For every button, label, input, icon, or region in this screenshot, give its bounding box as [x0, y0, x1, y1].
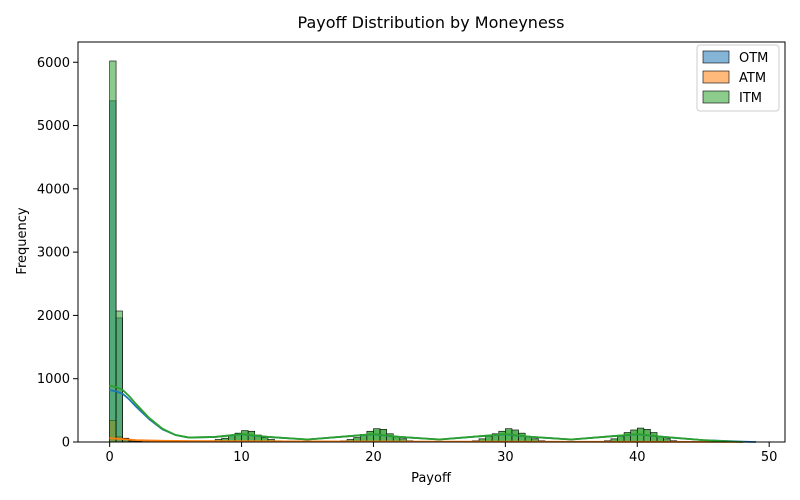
- cluster-bar-0-5: [241, 430, 249, 443]
- x-tick-label-0: 0: [106, 450, 114, 465]
- legend-swatch-itm: [702, 90, 730, 104]
- x-tick-label-30: 30: [497, 450, 514, 465]
- y-tick-label-5000: 5000: [37, 119, 70, 134]
- y-tick-label-2000: 2000: [37, 309, 70, 324]
- cluster-bar-0-40: [650, 432, 658, 443]
- legend-swatch-atm: [702, 70, 730, 84]
- legend-label-itm: ITM: [739, 91, 762, 106]
- y-tick-label-6000: 6000: [37, 56, 70, 71]
- bar-itm-0: [109, 60, 117, 443]
- y-tick-label-3000: 3000: [37, 246, 70, 261]
- bar-itm-1: [115, 310, 123, 443]
- cluster-bar-0-26: [498, 430, 506, 443]
- cluster-bar-0-37: [630, 429, 638, 443]
- legend: OTM ATM ITM: [696, 44, 780, 112]
- x-tick-label-40: 40: [629, 450, 646, 465]
- plot-area: 0 10 20 30 40 50 0 1000 2000 3000 4000 5000 6000: [37, 41, 786, 465]
- y-tick-label-4000: 4000: [37, 182, 70, 197]
- cluster-bar-0-29: [518, 432, 526, 443]
- cluster-bar-0-15: [366, 430, 374, 443]
- plot-frame: [77, 41, 786, 443]
- kde-line-otm: [109, 389, 757, 443]
- x-tick-label-50: 50: [761, 450, 778, 465]
- y-tick-label-1000: 1000: [37, 372, 70, 387]
- legend-label-atm: ATM: [739, 71, 766, 86]
- y-axis-title: Frequency: [15, 207, 30, 274]
- x-axis-title: Payoff: [411, 471, 452, 486]
- kde-line-itm: [109, 384, 743, 443]
- chart-title: Payoff Distribution by Moneyness: [298, 13, 565, 32]
- x-tick-label-20: 20: [365, 450, 382, 465]
- x-tick-label-10: 10: [233, 450, 250, 465]
- legend-label-otm: OTM: [739, 51, 768, 66]
- legend-swatch-otm: [702, 50, 730, 64]
- y-tick-label-0: 0: [62, 436, 70, 451]
